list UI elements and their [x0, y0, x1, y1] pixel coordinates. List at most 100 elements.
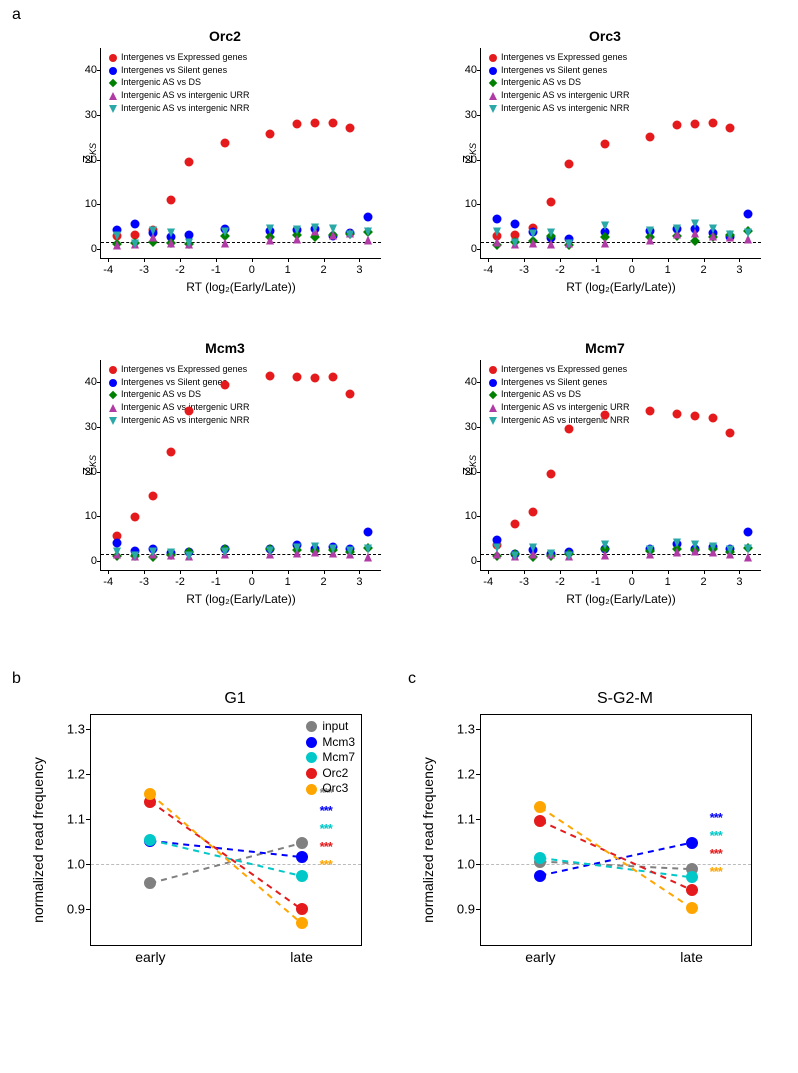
data-point — [113, 548, 121, 557]
figure-page: a Orc2010203040-4-3-2-10123ZKSRT (log₂(E… — [0, 0, 798, 1073]
data-point — [185, 551, 193, 560]
threshold-line — [101, 554, 381, 555]
threshold-line — [101, 242, 381, 243]
data-point — [364, 228, 372, 237]
data-point — [601, 221, 609, 230]
data-point — [296, 837, 308, 849]
data-point — [113, 231, 121, 240]
data-point — [346, 547, 354, 556]
data-point — [547, 469, 556, 478]
x-axis-label: RT (log₂(Early/Late)) — [186, 592, 296, 606]
data-point — [296, 851, 308, 863]
data-point — [744, 210, 753, 219]
legend: Intergenes vs Expressed genesIntergenes … — [109, 52, 250, 115]
data-point — [292, 372, 301, 381]
y-axis-label: ZKS — [80, 455, 98, 475]
data-point — [511, 520, 520, 529]
data-point — [565, 551, 573, 560]
data-point — [708, 119, 717, 128]
data-point — [221, 228, 229, 237]
data-point — [547, 549, 555, 558]
data-point — [167, 195, 176, 204]
data-point — [310, 118, 319, 127]
significance-stars: *** — [710, 846, 722, 861]
data-point — [672, 120, 681, 129]
data-point — [131, 239, 139, 248]
data-point — [547, 229, 555, 238]
data-point — [529, 543, 537, 552]
chart-title: S-G2-M — [465, 690, 785, 708]
chart-title: G1 — [75, 690, 395, 708]
data-point — [547, 197, 556, 206]
data-point — [534, 870, 546, 882]
line-panel-g1: G1 0.91.01.11.21.3earlylate**************… — [35, 690, 395, 990]
data-point — [266, 547, 274, 556]
x-axis-label: RT (log₂(Early/Late)) — [566, 280, 676, 294]
data-point — [493, 238, 501, 247]
data-point — [601, 540, 609, 549]
data-point — [296, 917, 308, 929]
data-point — [645, 407, 654, 416]
data-point — [329, 544, 337, 553]
legend: Intergenes vs Expressed genesIntergenes … — [489, 52, 630, 115]
data-point — [184, 157, 193, 166]
data-point — [690, 411, 699, 420]
plot-area: 0.91.01.11.21.3earlylate***************i… — [90, 714, 362, 946]
data-point — [346, 230, 354, 239]
data-point — [185, 238, 193, 247]
data-point — [144, 877, 156, 889]
data-point — [167, 238, 175, 247]
legend: inputMcm3Mcm7Orc2Orc3 — [306, 719, 355, 797]
data-point — [726, 546, 734, 555]
data-point — [493, 228, 501, 237]
data-point — [364, 545, 372, 554]
data-point — [534, 815, 546, 827]
data-point — [131, 513, 140, 522]
data-point — [493, 215, 502, 224]
data-point — [547, 239, 555, 248]
significance-stars: *** — [320, 821, 332, 836]
data-point — [329, 224, 337, 233]
x-axis-label: RT (log₂(Early/Late)) — [566, 592, 676, 606]
data-point — [364, 213, 373, 222]
data-point — [149, 227, 157, 236]
data-point — [601, 239, 609, 248]
data-point — [511, 551, 519, 560]
data-point — [311, 223, 319, 232]
data-point — [565, 239, 573, 248]
data-point — [646, 546, 654, 555]
data-point — [708, 414, 717, 423]
data-point — [726, 123, 735, 132]
scatter-orc3: Orc3010203040-4-3-2-10123ZKSRT (log₂(Ear… — [440, 28, 770, 308]
y-axis-label: normalized read frequency — [420, 757, 436, 923]
y-axis-label: normalized read frequency — [30, 757, 46, 923]
significance-stars: *** — [710, 864, 722, 879]
data-point — [691, 540, 699, 549]
data-point — [346, 389, 355, 398]
data-point — [673, 225, 681, 234]
data-point — [686, 837, 698, 849]
y-axis-label: ZKS — [460, 455, 478, 475]
data-point — [293, 543, 301, 552]
data-point — [144, 788, 156, 800]
plot-area: 010203040-4-3-2-10123ZKSRT (log₂(Early/L… — [100, 48, 381, 259]
data-point — [364, 528, 373, 537]
data-point — [511, 220, 520, 229]
data-point — [744, 528, 753, 537]
data-point — [167, 549, 175, 558]
data-point — [601, 550, 609, 559]
data-point — [511, 238, 519, 247]
data-point — [691, 228, 699, 237]
data-point — [113, 240, 121, 249]
data-point — [686, 902, 698, 914]
data-point — [144, 834, 156, 846]
plot-area: 010203040-4-3-2-10123ZKSRT (log₂(Early/L… — [480, 48, 761, 259]
data-point — [220, 380, 229, 389]
data-point — [266, 236, 274, 245]
data-point — [311, 542, 319, 551]
data-point — [167, 229, 175, 238]
data-point — [310, 373, 319, 382]
plot-area: 0.91.01.11.21.3earlylate************ — [480, 714, 752, 946]
plot-area: 010203040-4-3-2-10123ZKSRT (log₂(Early/L… — [100, 360, 381, 571]
data-point — [690, 119, 699, 128]
